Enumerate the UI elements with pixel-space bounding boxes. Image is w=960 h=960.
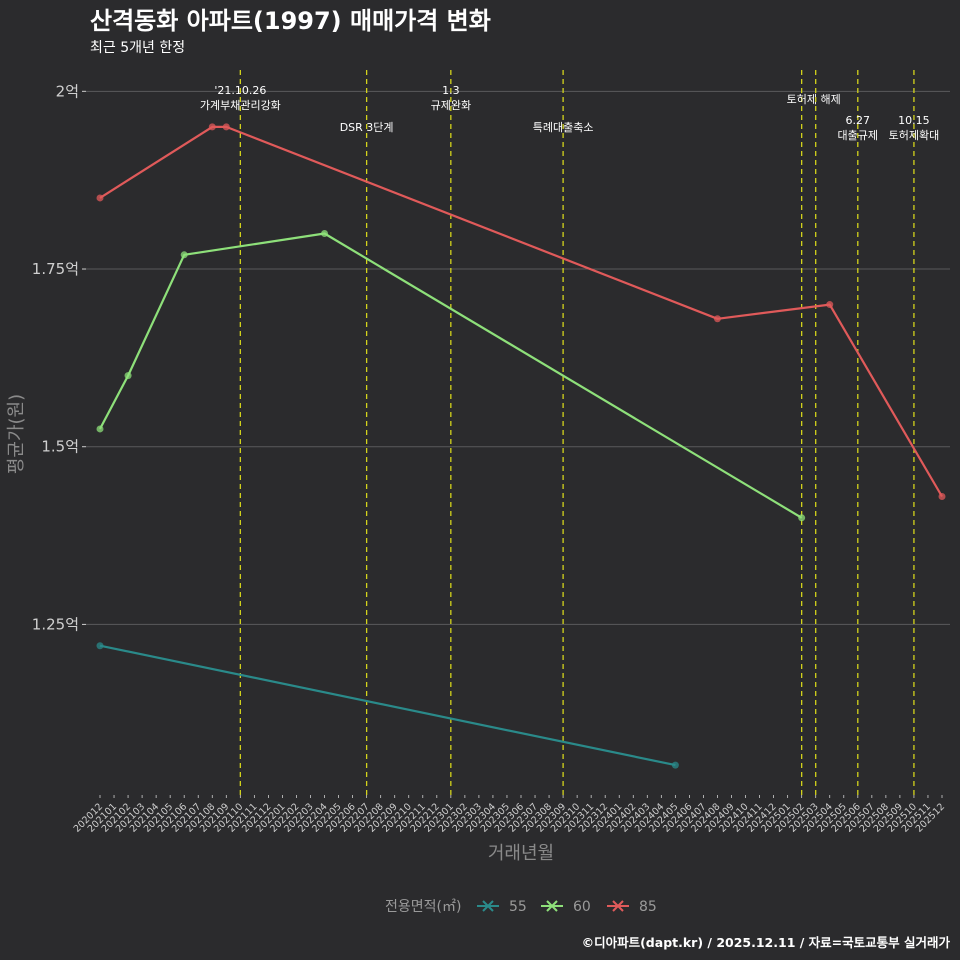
chart-subtitle: 최근 5개년 한정 <box>90 40 185 56</box>
event-label: 특례대출축소 <box>533 121 594 134</box>
event-label: 토허제 해제 <box>787 92 841 106</box>
legend-title: 전용면적(㎡) <box>385 899 461 915</box>
data-point-85 <box>96 194 104 202</box>
data-point-60 <box>124 372 132 380</box>
data-point-60 <box>180 251 188 259</box>
chart-title: 산격동화 아파트(1997) 매매가격 변화 <box>90 7 491 35</box>
data-point-55 <box>96 642 104 650</box>
data-point-85 <box>208 123 216 131</box>
legend-label-60: 60 <box>573 899 591 915</box>
legend: 전용면적(㎡) 55 60 85 <box>385 899 657 915</box>
event-label: 규제완화 <box>431 99 471 112</box>
caption: ©디아파트(dapt.kr) / 2025.12.11 / 자료=국토교통부 실… <box>582 935 951 950</box>
data-point-55 <box>671 761 679 769</box>
legend-label-85: 85 <box>639 899 657 915</box>
data-point-85 <box>826 301 834 309</box>
y-tick-label: 1.25억 <box>32 615 79 633</box>
data-point-60 <box>96 425 104 433</box>
y-tick-label: 1.5억 <box>41 438 79 456</box>
data-point-85 <box>713 315 721 323</box>
event-label: 1.3 <box>442 84 460 97</box>
event-label: DSR 3단계 <box>340 121 394 134</box>
series-line-85 <box>99 125 943 498</box>
y-tick-label: 1.75억 <box>32 260 79 278</box>
y-axis-title: 평균가(원) <box>6 394 27 474</box>
data-point-85 <box>222 123 230 131</box>
event-label: 대출규제 <box>838 129 878 142</box>
event-label: 6.27 <box>846 114 871 127</box>
legend-key-cross-b-55 <box>482 900 494 912</box>
legend-key-cross-b-60 <box>546 900 558 912</box>
legend-label-55: 55 <box>509 899 527 915</box>
event-label: '21.10.26 <box>214 84 266 97</box>
data-point-60 <box>321 229 329 237</box>
x-axis-title: 거래년월 <box>488 843 554 864</box>
event-label: 가계부채관리강화 <box>200 99 281 112</box>
data-point-85 <box>938 492 946 500</box>
event-label: 토허제확대 <box>889 129 940 142</box>
series-line-55 <box>99 644 676 767</box>
y-tick-label: 2억 <box>56 82 79 100</box>
data-point-60 <box>798 514 806 522</box>
event-label: 10.15 <box>898 114 930 127</box>
legend-key-cross-b-85 <box>612 900 624 912</box>
